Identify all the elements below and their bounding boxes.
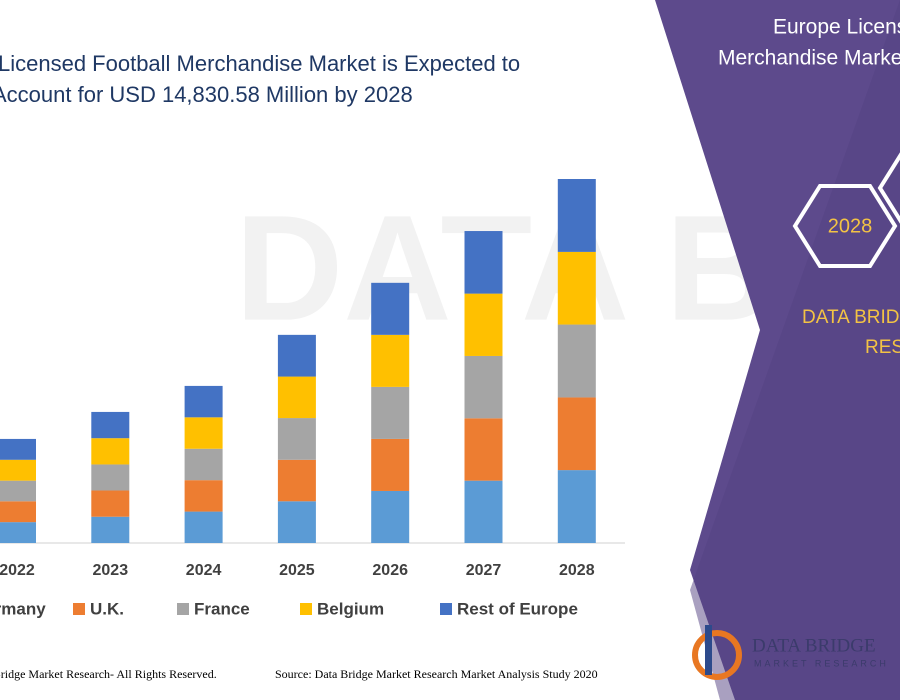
bar-segment [277, 501, 316, 543]
bar-segment [557, 179, 596, 252]
bar-segment [0, 522, 36, 543]
logo-subtext: MARKET RESEARCH [754, 658, 889, 668]
legend-label: U.K. [90, 599, 124, 618]
legend-label: France [194, 599, 250, 618]
bar-segment [371, 438, 410, 491]
bar-segment [557, 251, 596, 325]
bar-segment [464, 293, 503, 356]
chart: 2022 2023 2024 2025 2026 2027 2028 Germany U.K. F… [0, 179, 596, 618]
chart-subtitle: Account for USD 14,830.58 Million by 202… [0, 82, 413, 107]
bar-segment [464, 418, 503, 481]
legend-swatch [177, 603, 189, 615]
logo-mark [705, 625, 712, 675]
bar-segment [557, 324, 596, 398]
bar-segment [91, 516, 130, 543]
bar-segment [184, 385, 223, 418]
bar-segment [277, 459, 316, 502]
bar-segment [184, 511, 223, 543]
x-tick-label: 2026 [372, 562, 408, 579]
bar-segment [0, 501, 36, 523]
panel-title: Merchandise Market [718, 47, 900, 70]
bar-segment [464, 355, 503, 419]
bar-segment [277, 418, 316, 460]
bar-segment [91, 490, 130, 517]
side-panel-shade [690, 0, 900, 700]
legend-label: Rest of Europe [457, 599, 578, 618]
bar-segment [91, 464, 130, 491]
bar-segment [464, 231, 503, 294]
bar-segment [277, 334, 316, 377]
bar-segment [464, 480, 503, 543]
bar-segment [557, 470, 596, 543]
legend-swatch [440, 603, 452, 615]
bar-segment [184, 448, 223, 481]
bar-segment [91, 438, 130, 465]
hexagon-year: 2028 [828, 215, 873, 237]
x-tick-label: 2027 [466, 562, 502, 579]
bar-segment [277, 376, 316, 419]
chart-title: Licensed Football Merchandise Market is … [0, 51, 520, 76]
legend-swatch [300, 603, 312, 615]
bar-segment [371, 386, 410, 439]
bar-segment [184, 417, 223, 449]
bar-segment [371, 334, 410, 387]
bar-segment [557, 397, 596, 471]
logo-text: DATA BRIDGE [752, 635, 876, 656]
bar-segment [0, 459, 36, 481]
legend-label: Belgium [317, 599, 384, 618]
bar-segment [184, 480, 223, 512]
bar-segment [0, 480, 36, 502]
hexagon [792, 184, 898, 268]
x-tick-label: 2023 [93, 562, 129, 579]
source: Source: Data Bridge Market Research Mark… [275, 667, 598, 681]
bar-segment [371, 282, 410, 335]
panel-brand: RESEARCH [865, 337, 900, 358]
panel-brand: DATA BRIDGE MARKET [802, 307, 900, 328]
panel-title: Europe Licensed Football [773, 16, 900, 39]
x-tick-label: 2028 [559, 562, 595, 579]
x-tick-label: 2025 [279, 562, 315, 579]
x-tick-label: 2024 [186, 562, 222, 579]
bar-segment [91, 411, 130, 439]
legend-swatch [73, 603, 85, 615]
bar-segment [0, 438, 36, 460]
legend-label: Germany [0, 599, 46, 618]
logo-mark [692, 630, 742, 680]
bar-segment [371, 490, 410, 543]
hexagon [877, 152, 900, 224]
copyright: © Data Bridge Market Research- All Right… [0, 667, 217, 681]
x-tick-label: 2022 [0, 562, 35, 579]
